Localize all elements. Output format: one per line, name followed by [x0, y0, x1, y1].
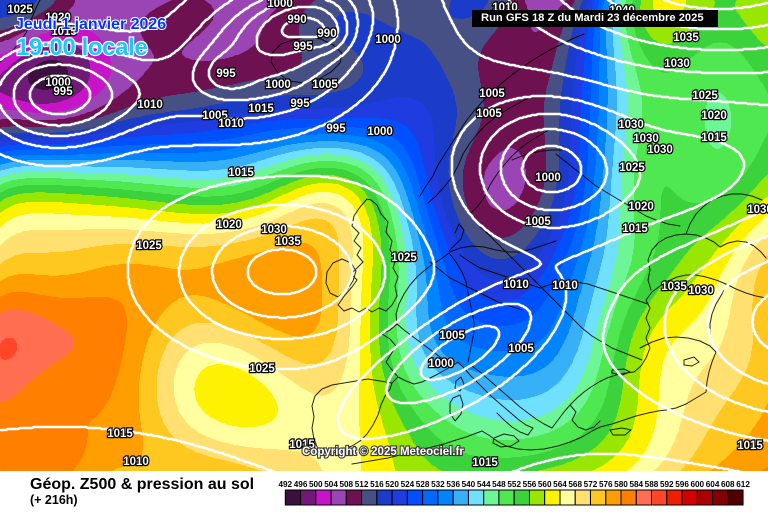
- svg-text:1015: 1015: [228, 167, 254, 179]
- svg-text:540: 540: [462, 480, 476, 489]
- svg-text:612: 612: [736, 480, 750, 489]
- svg-text:1005: 1005: [479, 88, 505, 100]
- svg-text:1020: 1020: [701, 110, 727, 122]
- svg-text:576: 576: [599, 480, 613, 489]
- svg-text:1035: 1035: [673, 32, 699, 44]
- svg-text:500: 500: [309, 480, 323, 489]
- svg-text:608: 608: [721, 480, 735, 489]
- svg-text:560: 560: [538, 480, 552, 489]
- svg-text:1015: 1015: [737, 440, 763, 452]
- svg-text:592: 592: [660, 480, 674, 489]
- svg-text:1030: 1030: [261, 224, 287, 236]
- svg-text:995: 995: [290, 98, 310, 110]
- svg-text:564: 564: [553, 480, 567, 489]
- svg-text:1025: 1025: [249, 363, 275, 375]
- svg-text:572: 572: [584, 480, 598, 489]
- svg-text:1035: 1035: [275, 236, 301, 248]
- svg-text:995: 995: [293, 41, 313, 53]
- svg-text:995: 995: [326, 123, 346, 135]
- svg-text:1015: 1015: [51, 26, 77, 38]
- svg-text:532: 532: [431, 480, 445, 489]
- svg-text:568: 568: [568, 480, 582, 489]
- svg-text:1025: 1025: [391, 252, 417, 264]
- svg-text:1030: 1030: [688, 285, 714, 297]
- svg-text:504: 504: [324, 480, 338, 489]
- svg-text:536: 536: [446, 480, 460, 489]
- svg-text:1005: 1005: [525, 216, 551, 228]
- svg-text:Copyright © 2025 Meteociel.fr: Copyright © 2025 Meteociel.fr: [302, 446, 464, 458]
- svg-text:1015: 1015: [472, 457, 498, 469]
- svg-text:1010: 1010: [137, 99, 163, 111]
- svg-text:556: 556: [523, 480, 537, 489]
- svg-text:1015: 1015: [107, 428, 133, 440]
- svg-text:1025: 1025: [7, 4, 33, 16]
- svg-text:1005: 1005: [439, 330, 465, 342]
- svg-text:(+ 216h): (+ 216h): [30, 493, 78, 507]
- svg-text:1025: 1025: [619, 162, 645, 174]
- svg-text:496: 496: [294, 480, 308, 489]
- svg-text:1015: 1015: [701, 132, 727, 144]
- svg-text:1010: 1010: [218, 118, 244, 130]
- svg-text:1005: 1005: [508, 343, 534, 355]
- svg-text:1010: 1010: [552, 280, 578, 292]
- svg-text:512: 512: [355, 480, 369, 489]
- svg-text:1005: 1005: [202, 110, 228, 122]
- svg-text:Jeudi 1 janvier 2026: Jeudi 1 janvier 2026: [15, 16, 166, 33]
- svg-text:1005: 1005: [476, 108, 502, 120]
- svg-text:600: 600: [690, 480, 704, 489]
- svg-text:492: 492: [278, 480, 292, 489]
- svg-text:1010: 1010: [123, 456, 149, 468]
- svg-text:19:00 locale: 19:00 locale: [16, 34, 147, 61]
- svg-text:1000: 1000: [375, 34, 401, 46]
- svg-text:548: 548: [492, 480, 506, 489]
- svg-text:524: 524: [401, 480, 415, 489]
- svg-text:990: 990: [317, 28, 336, 40]
- svg-text:584: 584: [629, 480, 643, 489]
- svg-text:1005: 1005: [312, 79, 338, 91]
- svg-text:Géop. Z500 & pression au sol: Géop. Z500 & pression au sol: [30, 476, 254, 493]
- svg-text:520: 520: [385, 480, 399, 489]
- svg-text:528: 528: [416, 480, 430, 489]
- svg-text:1025: 1025: [692, 90, 718, 102]
- svg-text:516: 516: [370, 480, 384, 489]
- svg-text:1030: 1030: [747, 204, 768, 216]
- svg-text:1025: 1025: [136, 240, 162, 252]
- svg-text:1015: 1015: [622, 223, 648, 235]
- svg-text:1030: 1030: [618, 119, 644, 131]
- svg-text:604: 604: [706, 480, 720, 489]
- svg-text:1000: 1000: [428, 358, 454, 370]
- svg-text:1000: 1000: [267, 0, 293, 10]
- svg-text:995: 995: [216, 68, 236, 80]
- svg-text:1000: 1000: [45, 77, 71, 89]
- svg-text:580: 580: [614, 480, 628, 489]
- svg-text:1020: 1020: [45, 12, 71, 24]
- svg-text:1000: 1000: [367, 126, 393, 138]
- svg-text:596: 596: [675, 480, 689, 489]
- svg-text:544: 544: [477, 480, 491, 489]
- svg-text:1020: 1020: [628, 201, 654, 213]
- svg-text:1015: 1015: [248, 103, 274, 115]
- svg-text:1015: 1015: [289, 439, 315, 451]
- svg-text:1020: 1020: [216, 219, 242, 231]
- svg-text:990: 990: [287, 14, 306, 26]
- svg-text:1035: 1035: [661, 281, 687, 293]
- svg-text:1010: 1010: [503, 279, 529, 291]
- svg-text:995: 995: [53, 86, 73, 98]
- svg-text:508: 508: [339, 480, 353, 489]
- svg-text:1030: 1030: [633, 133, 659, 145]
- svg-text:1000: 1000: [535, 172, 561, 184]
- svg-text:588: 588: [645, 480, 659, 489]
- svg-text:552: 552: [507, 480, 521, 489]
- svg-text:1030: 1030: [664, 58, 690, 70]
- svg-text:1030: 1030: [647, 144, 673, 156]
- svg-text:1000: 1000: [265, 79, 291, 91]
